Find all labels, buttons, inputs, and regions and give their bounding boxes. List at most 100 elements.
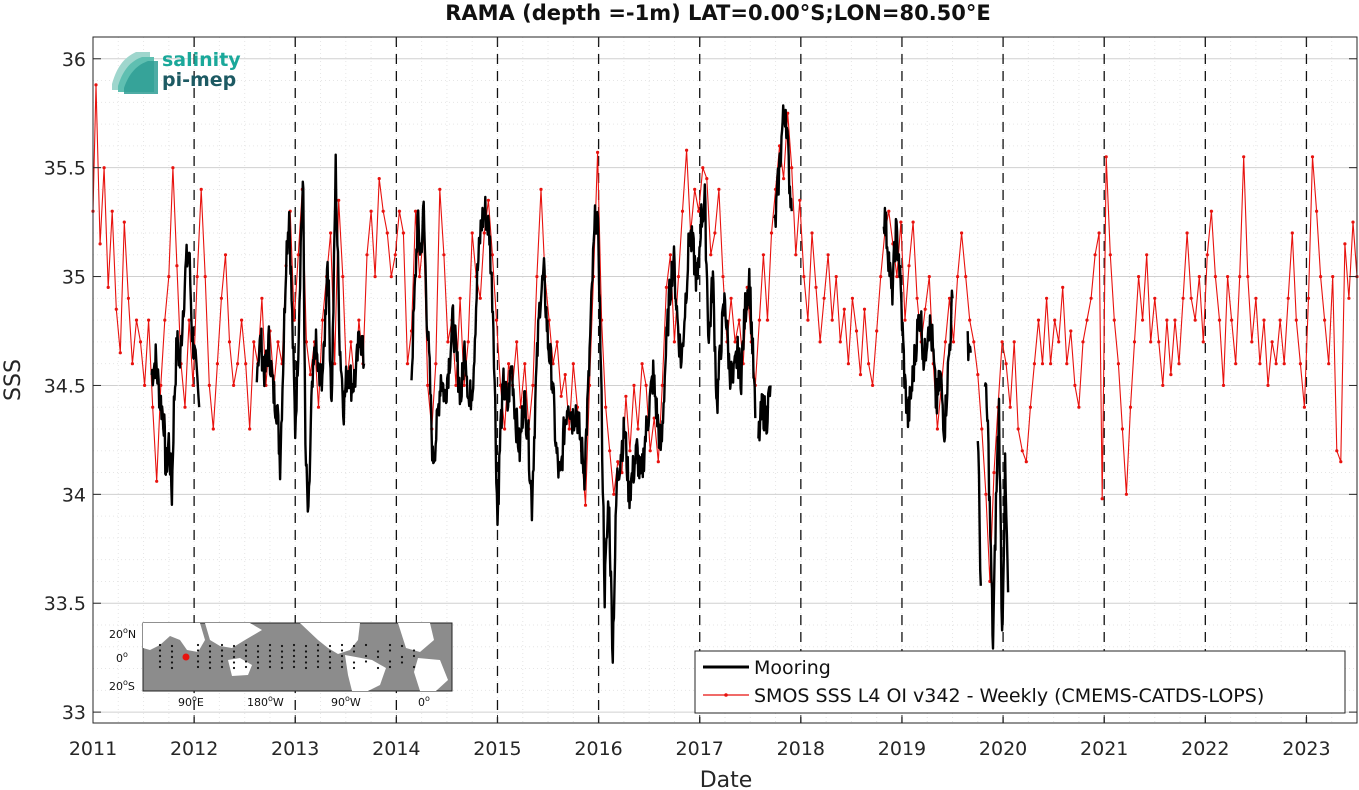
smos-point: [563, 373, 567, 377]
smos-point: [248, 427, 252, 431]
inset-dot: [208, 650, 212, 653]
smos-point: [1077, 405, 1081, 409]
smos-series: [91, 83, 1359, 584]
inset-dot: [196, 643, 200, 647]
smos-point: [333, 362, 337, 366]
smos-point: [159, 383, 163, 387]
inset-dot: [388, 665, 392, 669]
inset-dot: [220, 643, 224, 647]
inset-dot: [170, 655, 174, 659]
smos-point: [240, 318, 244, 322]
inset-dot: [388, 643, 392, 647]
smos-point: [341, 275, 345, 279]
inset-lon-label-4: 0o: [418, 694, 430, 709]
smos-point: [1205, 253, 1209, 257]
legend-mooring-label: Mooring: [754, 657, 831, 679]
smos-point: [276, 340, 280, 344]
smos-point: [260, 296, 264, 300]
smos-point: [219, 296, 223, 300]
smos-point: [701, 166, 705, 170]
inset-dot: [340, 654, 344, 658]
smos-point: [737, 318, 741, 322]
inset-dot: [376, 655, 380, 659]
smos-point: [810, 231, 814, 235]
smos-point: [1128, 405, 1133, 409]
y-tick-label: 34: [62, 484, 86, 506]
smos-point: [438, 187, 442, 191]
smos-point: [1053, 318, 1057, 322]
y-axis-label: SSS: [1, 359, 26, 401]
smos-point: [211, 427, 215, 431]
smos-point: [887, 209, 891, 213]
smos-point: [1258, 362, 1262, 366]
smos-point: [927, 275, 931, 279]
inset-dot: [220, 665, 224, 669]
smos-point: [899, 220, 903, 224]
smos-point: [1347, 296, 1351, 300]
mooring-series: [150, 104, 1010, 664]
inset-dot: [328, 666, 332, 670]
smos-point: [1270, 340, 1274, 344]
smos-point: [608, 449, 612, 453]
smos-point: [462, 383, 466, 387]
inset-dot: [232, 661, 236, 664]
smos-point: [98, 242, 102, 246]
inset-dot: [400, 644, 404, 648]
inset-location-map: 20oN 0o 20oS 90oE 180oW 90oW 0o: [109, 622, 453, 709]
smos-point: [187, 318, 191, 322]
inset-lat-label-top: 20oN: [109, 626, 136, 641]
smos-point: [426, 383, 430, 387]
smos-point: [632, 383, 636, 387]
smos-point: [1116, 362, 1120, 366]
smos-point: [232, 383, 236, 387]
smos-point: [1339, 460, 1343, 464]
smos-point: [1173, 318, 1177, 322]
x-tick-label: 2021: [1080, 738, 1128, 760]
x-tick-label: 2011: [69, 738, 117, 760]
inset-dot: [316, 643, 320, 647]
smos-point: [858, 373, 863, 377]
inset-dot: [292, 649, 296, 652]
smos-point: [709, 253, 713, 257]
smos-point: [1294, 318, 1298, 322]
smos-point: [494, 318, 499, 322]
smos-point: [244, 362, 248, 366]
smos-point: [947, 296, 952, 300]
smos-point: [596, 150, 600, 154]
smos-point: [1177, 362, 1181, 366]
inset-dot: [292, 643, 296, 647]
inset-dot: [170, 650, 174, 653]
smos-point: [616, 460, 620, 464]
smos-point: [385, 231, 389, 235]
inset-dot: [304, 644, 308, 648]
smos-point: [503, 427, 507, 431]
x-tick-label: 2018: [777, 738, 825, 760]
smos-point: [1112, 318, 1116, 322]
smos-point: [1343, 242, 1347, 246]
smos-point: [992, 471, 996, 475]
smos-point: [968, 318, 972, 322]
smos-point: [1057, 340, 1061, 344]
x-tick-label: 2016: [574, 738, 622, 760]
smos-point: [442, 253, 446, 257]
smos-point: [1246, 275, 1250, 279]
smos-point: [693, 187, 697, 191]
smos-point: [567, 427, 571, 431]
smos-point: [377, 177, 381, 181]
smos-point: [252, 340, 256, 344]
smos-point: [482, 231, 486, 235]
smos-point: [943, 340, 948, 344]
smos-point: [490, 253, 494, 257]
smos-point: [373, 275, 377, 279]
smos-point: [414, 209, 418, 213]
smos-point: [155, 479, 159, 483]
logo-line1: salinity: [162, 49, 241, 71]
mooring-line: [757, 385, 772, 442]
smos-point: [1217, 318, 1222, 322]
smos-point: [1157, 340, 1161, 344]
smos-point: [875, 329, 879, 333]
smos-point: [102, 166, 106, 170]
x-tick-label: 2022: [1181, 738, 1229, 760]
smos-point: [636, 427, 640, 431]
smos-point: [110, 209, 114, 213]
